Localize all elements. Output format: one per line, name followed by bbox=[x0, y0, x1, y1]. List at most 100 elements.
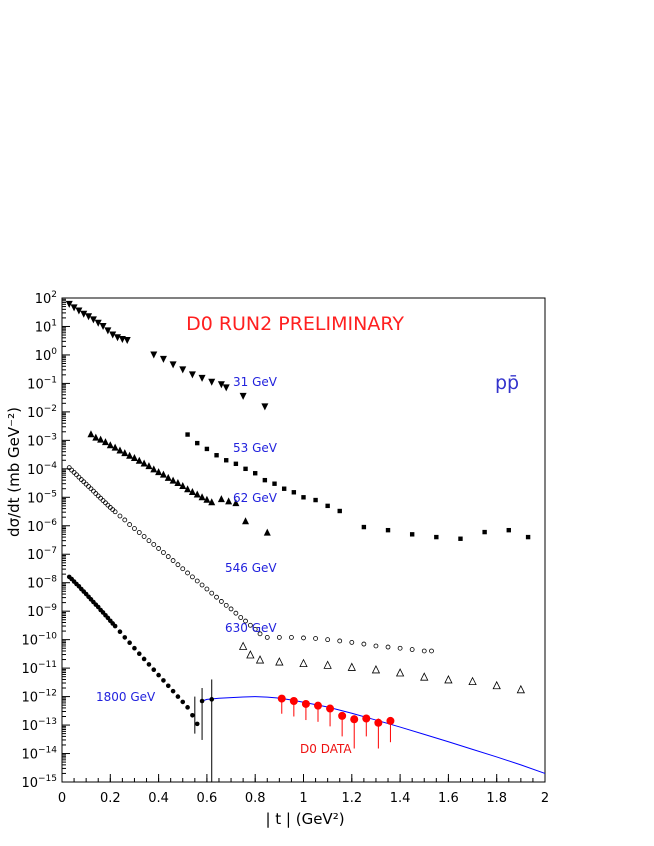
data-point bbox=[81, 479, 87, 485]
data-point bbox=[362, 714, 371, 723]
x-tick-label: 0 bbox=[58, 791, 66, 806]
data-point bbox=[130, 453, 138, 461]
data-point bbox=[69, 467, 75, 473]
data-point bbox=[217, 495, 225, 503]
y-tick-label: 10−4 bbox=[27, 461, 57, 478]
theory-curve bbox=[201, 696, 546, 774]
data-point bbox=[165, 554, 171, 559]
data-point bbox=[337, 638, 343, 644]
data-point bbox=[150, 351, 158, 359]
y-tick-label: 10−15 bbox=[21, 774, 57, 791]
data-point bbox=[277, 694, 286, 703]
x-tick-label: 1.4 bbox=[390, 791, 411, 806]
data-point bbox=[209, 590, 215, 596]
data-point bbox=[88, 486, 94, 492]
data-point bbox=[429, 648, 434, 654]
data-point bbox=[71, 469, 77, 475]
data-point bbox=[146, 662, 152, 667]
data-point bbox=[97, 435, 105, 443]
y-tick-label: 101 bbox=[35, 318, 57, 335]
data-point bbox=[127, 640, 132, 646]
data-point bbox=[313, 701, 322, 710]
data-point bbox=[397, 645, 403, 651]
data-point bbox=[65, 300, 73, 308]
y-tick-label: 10−8 bbox=[27, 575, 57, 592]
data-point bbox=[224, 458, 229, 463]
data-point bbox=[83, 481, 89, 487]
data-point bbox=[350, 715, 359, 724]
data-point bbox=[70, 304, 78, 312]
data-point bbox=[223, 602, 229, 608]
data-point bbox=[217, 381, 225, 389]
data-point bbox=[190, 713, 195, 718]
data-point bbox=[276, 634, 282, 640]
series-label-630: 630 GeV bbox=[225, 621, 277, 635]
data-point bbox=[361, 524, 367, 530]
y-tick-label: 10−1 bbox=[27, 375, 57, 392]
data-point bbox=[87, 430, 95, 438]
data-point bbox=[136, 651, 142, 657]
data-point bbox=[194, 721, 200, 727]
data-point bbox=[208, 498, 216, 506]
data-point bbox=[204, 446, 210, 452]
data-point bbox=[92, 433, 100, 441]
data-point bbox=[90, 488, 96, 494]
y-tick-label: 10−12 bbox=[21, 689, 57, 706]
data-point bbox=[204, 586, 210, 592]
data-point bbox=[185, 570, 190, 576]
data-point bbox=[371, 665, 381, 674]
data-point bbox=[127, 522, 133, 527]
data-point bbox=[80, 310, 88, 318]
y-tick-label: 100 bbox=[35, 347, 58, 364]
data-point bbox=[208, 378, 216, 386]
data-point bbox=[175, 694, 181, 699]
data-point bbox=[140, 459, 148, 467]
data-point bbox=[66, 465, 72, 471]
data-point bbox=[193, 490, 201, 498]
data-point bbox=[385, 527, 391, 533]
data-point bbox=[141, 656, 147, 662]
data-point bbox=[151, 667, 157, 672]
data-point bbox=[109, 331, 117, 339]
data-point bbox=[262, 477, 268, 483]
data-point bbox=[232, 499, 240, 507]
data-point bbox=[132, 645, 137, 651]
data-point bbox=[150, 465, 158, 473]
x-tick-label: 0.8 bbox=[245, 791, 266, 806]
y-tick-label: 10−13 bbox=[21, 717, 57, 734]
data-point bbox=[86, 484, 91, 489]
data-point bbox=[190, 574, 195, 580]
y-tick-label: 10−7 bbox=[27, 546, 57, 563]
data-point bbox=[263, 528, 271, 536]
data-point bbox=[444, 675, 453, 684]
data-point bbox=[179, 481, 187, 489]
y-tick-label: 10−6 bbox=[27, 518, 57, 535]
data-point bbox=[185, 432, 190, 437]
y-tick-label: 102 bbox=[35, 290, 57, 307]
data-point bbox=[117, 629, 123, 635]
data-point bbox=[301, 699, 310, 708]
data-point bbox=[198, 493, 206, 501]
data-point bbox=[199, 582, 205, 588]
data-point bbox=[458, 536, 463, 541]
data-point bbox=[492, 680, 501, 690]
data-point bbox=[264, 634, 270, 640]
data-point bbox=[482, 529, 487, 535]
data-point bbox=[184, 485, 192, 493]
data-point bbox=[89, 316, 97, 324]
y-tick-label: 10−11 bbox=[21, 660, 57, 677]
data-point bbox=[468, 676, 477, 685]
data-point bbox=[122, 635, 128, 640]
data-point bbox=[238, 641, 248, 650]
data-point bbox=[116, 446, 124, 454]
data-point bbox=[299, 658, 308, 668]
data-point bbox=[301, 495, 306, 500]
data-point bbox=[409, 647, 415, 652]
data-point bbox=[289, 696, 298, 705]
data-point bbox=[325, 637, 331, 643]
data-point bbox=[272, 481, 277, 486]
data-point bbox=[104, 327, 112, 335]
data-point bbox=[175, 562, 181, 568]
data-point bbox=[174, 479, 182, 487]
